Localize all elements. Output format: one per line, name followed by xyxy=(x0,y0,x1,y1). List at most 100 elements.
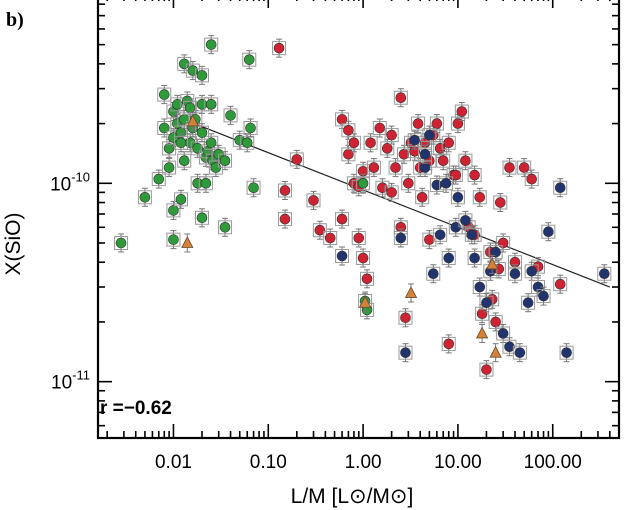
data-point-box xyxy=(356,176,371,191)
data-point-box xyxy=(524,264,539,279)
data-point xyxy=(543,226,554,238)
data-point-box xyxy=(198,176,213,191)
x-tick-label: 10.00 xyxy=(434,452,482,473)
data-point xyxy=(158,89,170,100)
data-point xyxy=(469,252,480,264)
data-point xyxy=(456,106,468,117)
data-point-box xyxy=(507,266,522,281)
data-point xyxy=(348,137,360,149)
data-point xyxy=(400,347,411,358)
x-tick-label: 0.01 xyxy=(155,452,192,473)
data-point xyxy=(561,347,572,358)
data-point-box xyxy=(366,160,381,175)
data-point xyxy=(440,177,452,189)
data-point xyxy=(481,364,492,375)
data-point-box xyxy=(436,153,451,168)
data-point xyxy=(205,137,217,149)
data-point xyxy=(243,54,255,65)
data-point-box xyxy=(372,120,387,135)
data-point xyxy=(196,212,208,224)
data-point-box xyxy=(173,192,188,207)
data-point xyxy=(450,169,462,181)
data-point xyxy=(336,114,348,125)
data-point-box xyxy=(398,345,413,360)
data-point-box xyxy=(450,190,465,205)
data-point-box xyxy=(218,220,233,235)
data-point-box xyxy=(467,251,482,266)
data-point-triangle xyxy=(404,286,418,298)
data-point xyxy=(219,222,231,233)
data-point xyxy=(205,99,217,110)
data-point-box xyxy=(157,87,172,102)
data-point-box xyxy=(277,183,292,198)
data-point-box xyxy=(323,230,338,245)
data-point-box xyxy=(422,128,437,143)
data-point xyxy=(395,232,407,244)
data-point xyxy=(168,132,179,143)
data-point xyxy=(443,338,455,350)
data-point-triangle xyxy=(475,326,489,339)
data-point xyxy=(424,129,435,141)
data-point-box xyxy=(384,128,399,143)
data-point xyxy=(390,162,401,173)
data-point-box xyxy=(475,306,490,321)
data-point xyxy=(554,182,566,194)
data-point xyxy=(437,155,449,166)
data-point-box xyxy=(401,176,416,191)
data-point xyxy=(386,129,397,141)
data-point xyxy=(172,99,183,110)
data-point xyxy=(225,110,236,121)
data-point xyxy=(400,312,411,324)
data-point xyxy=(381,143,393,154)
data-point xyxy=(427,268,439,280)
data-point-box xyxy=(517,160,532,175)
data-point xyxy=(365,137,376,149)
data-point xyxy=(403,177,414,189)
data-point-box xyxy=(162,160,177,175)
data-point-box xyxy=(341,147,356,162)
data-point-box xyxy=(524,172,539,187)
data-point-box xyxy=(422,232,437,247)
data-point-box xyxy=(441,251,456,266)
data-point xyxy=(518,162,530,173)
data-point-box xyxy=(448,168,463,183)
data-point-box xyxy=(541,224,556,239)
data-point-box xyxy=(195,68,210,83)
data-point xyxy=(452,191,464,203)
data-point-box xyxy=(173,135,188,150)
data-point xyxy=(554,278,566,290)
data-point-box xyxy=(398,310,413,325)
data-point xyxy=(538,290,549,302)
data-point xyxy=(336,250,348,262)
y-axis-title: X(SiO) xyxy=(2,213,25,276)
data-point xyxy=(361,273,373,285)
data-point-box xyxy=(272,41,287,56)
data-point xyxy=(196,99,208,110)
data-point xyxy=(139,191,151,203)
data-point xyxy=(419,162,431,173)
data-point xyxy=(241,137,253,149)
data-point xyxy=(460,155,471,166)
data-point xyxy=(357,177,369,189)
data-point-box xyxy=(426,266,441,281)
data-point xyxy=(504,341,515,353)
data-point-box xyxy=(195,210,210,225)
data-point-box xyxy=(433,141,448,156)
x-axis-title: L/M [L⊙/M⊙] xyxy=(291,485,414,508)
data-point xyxy=(175,137,187,149)
data-point-box xyxy=(151,172,166,187)
data-point-box xyxy=(312,223,327,238)
data-point-box xyxy=(415,190,430,205)
data-point xyxy=(219,155,231,166)
data-point-box xyxy=(223,108,238,123)
data-point xyxy=(412,118,424,129)
data-point-box xyxy=(204,37,219,52)
data-point-box xyxy=(363,135,378,150)
axis-ticks xyxy=(98,0,620,438)
data-point-box xyxy=(289,152,304,167)
data-point xyxy=(431,118,443,129)
data-point-box xyxy=(204,97,219,112)
data-point xyxy=(343,124,354,136)
data-point xyxy=(184,102,196,114)
data-point xyxy=(416,191,428,203)
